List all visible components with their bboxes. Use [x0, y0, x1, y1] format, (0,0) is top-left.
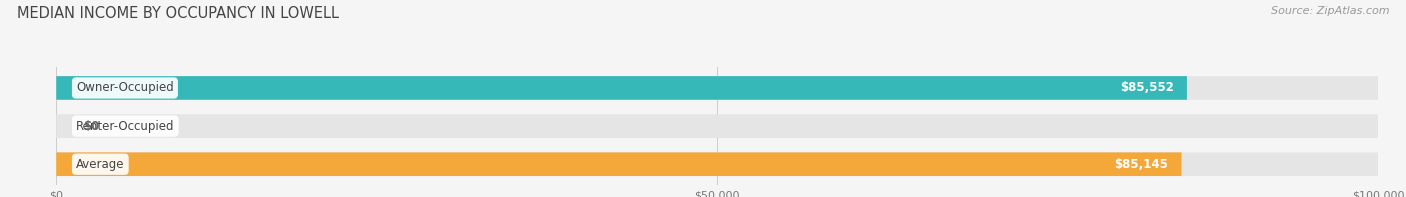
Text: Renter-Occupied: Renter-Occupied	[76, 120, 174, 133]
Text: MEDIAN INCOME BY OCCUPANCY IN LOWELL: MEDIAN INCOME BY OCCUPANCY IN LOWELL	[17, 6, 339, 21]
FancyBboxPatch shape	[56, 76, 1187, 100]
FancyBboxPatch shape	[56, 114, 1378, 138]
Text: $85,145: $85,145	[1115, 158, 1168, 171]
FancyBboxPatch shape	[56, 76, 1378, 100]
Text: Owner-Occupied: Owner-Occupied	[76, 81, 174, 94]
Text: Average: Average	[76, 158, 125, 171]
Text: $85,552: $85,552	[1119, 81, 1174, 94]
Text: Source: ZipAtlas.com: Source: ZipAtlas.com	[1271, 6, 1389, 16]
FancyBboxPatch shape	[56, 152, 1181, 176]
FancyBboxPatch shape	[56, 152, 1378, 176]
Text: $0: $0	[83, 120, 98, 133]
